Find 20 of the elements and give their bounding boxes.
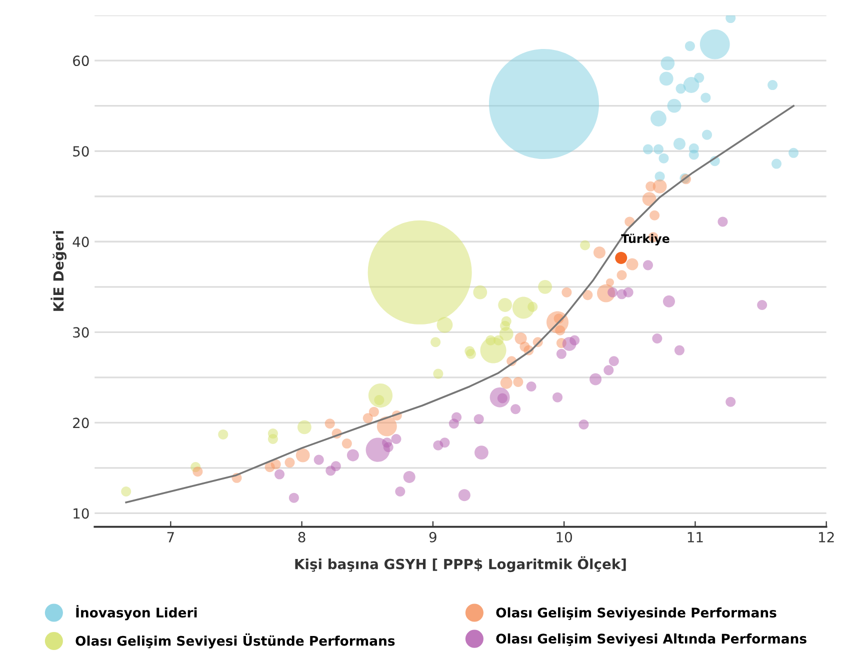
- x-tick-label: 9: [429, 532, 436, 542]
- y-tick-label: 60: [73, 56, 89, 66]
- x-tick-label: 12: [819, 532, 834, 542]
- y-tick-label: 20: [73, 418, 89, 428]
- annotation: Türkiye: [621, 234, 670, 246]
- y-tick-label: 40: [72, 236, 89, 248]
- y-tick-label: 50: [73, 146, 89, 157]
- legend-label: Olası Gelişim Seviyesi Üstünde Performans: [76, 633, 395, 648]
- x-axis-title: Kişi başına GSYH [ PPP$ Logaritmik Ölçek]: [295, 556, 626, 572]
- legend-label: İnovasyon Lideri: [76, 605, 197, 620]
- legend-label: Olası Gelişim Seviyesinde Performans: [496, 607, 776, 620]
- x-tick-label: 11: [688, 532, 703, 542]
- y-axis-title: KİE Değeri: [50, 231, 67, 311]
- y-tick-label: 30: [73, 327, 89, 338]
- x-tick-label: 10: [556, 532, 572, 542]
- legend-label: Olası Gelişim Seviyesi Altında Performans: [496, 633, 806, 646]
- line-series: [125, 104, 794, 504]
- x-tick-label: 7: [167, 532, 174, 542]
- x-tick-label: 8: [298, 532, 306, 542]
- y-tick-label: 10: [74, 508, 89, 519]
